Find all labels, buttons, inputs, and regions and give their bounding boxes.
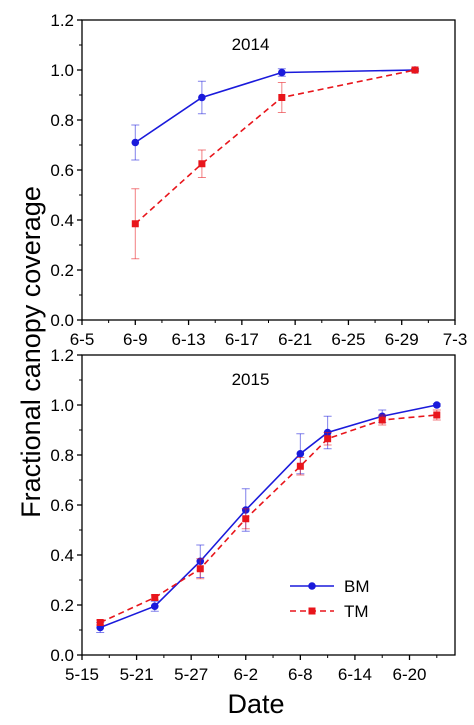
- tm-series-line: [99, 414, 437, 624]
- panel-2014: 0.0 0.2 0.4 0.6 0.8 1.0 1.2 6-5 6-9 6-13 6-17 6-21 6…: [50, 11, 467, 349]
- y-tick-label: 0.8: [50, 446, 74, 465]
- x-tick-label: 6-20: [392, 665, 426, 684]
- panel-title: 2014: [232, 35, 270, 54]
- x-axis-label: Date: [227, 689, 284, 719]
- x-tick-label: 6-13: [172, 330, 206, 349]
- x-tick-label: 6-29: [385, 330, 419, 349]
- bm-point: [433, 401, 441, 409]
- x-tick-label: 6-17: [225, 330, 259, 349]
- y-tick-label: 0.6: [50, 161, 74, 180]
- tm-point: [198, 160, 206, 168]
- bm-series-line: [99, 404, 437, 629]
- tm-point: [411, 66, 419, 74]
- x-tick-label: 6-25: [331, 330, 365, 349]
- bm-series-line: [134, 69, 416, 144]
- x-tick-label: 6-5: [70, 330, 95, 349]
- bm-point: [198, 93, 206, 102]
- x-tick-label: 5-27: [174, 665, 208, 684]
- panel-2015: 0.0 0.2 0.4 0.6 0.8 1.0 1.2 5-15 5-21 5-27 6-2 6-8 6…: [50, 346, 456, 684]
- legend-bm-label: BM: [344, 577, 370, 596]
- y-tick-label: 1.2: [50, 11, 74, 30]
- x-tick-label: 6-8: [288, 665, 313, 684]
- tm-point: [196, 565, 204, 573]
- y-tick-label: 0.4: [50, 211, 74, 230]
- bm-point: [150, 602, 159, 611]
- y-tick-label: 0.8: [50, 111, 74, 130]
- tm-point: [278, 94, 286, 101]
- tm-point: [378, 416, 386, 424]
- panel-title: 2015: [232, 370, 270, 389]
- x-tick-label: 6-14: [338, 665, 372, 684]
- y-tick-label: 0.2: [50, 596, 74, 615]
- x-tick-label: 6-2: [233, 665, 258, 684]
- y-axis-label: Fractional canopy coverage: [16, 186, 46, 518]
- y-tick-label: 0.2: [50, 261, 74, 280]
- y-tick-label: 0.0: [50, 311, 74, 330]
- y-tick-label: 0.6: [50, 496, 74, 515]
- x-tick-label: 6-9: [123, 330, 148, 349]
- plot-frame: [81, 354, 456, 656]
- tm-point: [324, 435, 332, 443]
- bm-point: [278, 68, 286, 77]
- x-tick-label: 7-3: [443, 330, 468, 349]
- bm-point: [296, 449, 305, 458]
- bm-point: [131, 138, 140, 147]
- tm-point: [96, 619, 104, 626]
- legend-bm-marker: [308, 582, 316, 590]
- plot-frame: [81, 19, 456, 321]
- y-tick-label: 1.0: [50, 396, 74, 415]
- tm-series-line: [134, 69, 416, 225]
- x-tick-label: 6-21: [278, 330, 312, 349]
- y-tick-label: 0.0: [50, 646, 74, 665]
- tm-point: [296, 462, 304, 470]
- tm-point: [242, 515, 250, 523]
- tm-point: [151, 594, 159, 601]
- tm-point: [433, 411, 441, 419]
- y-tick-label: 1.2: [50, 346, 74, 365]
- tm-point: [131, 220, 139, 228]
- x-tick-label: 5-15: [65, 665, 99, 684]
- legend-tm-label: TM: [344, 602, 369, 621]
- x-tick-label: 5-21: [120, 665, 154, 684]
- y-tick-label: 1.0: [50, 61, 74, 80]
- y-tick-label: 0.4: [50, 546, 74, 565]
- legend-tm-marker: [308, 607, 316, 615]
